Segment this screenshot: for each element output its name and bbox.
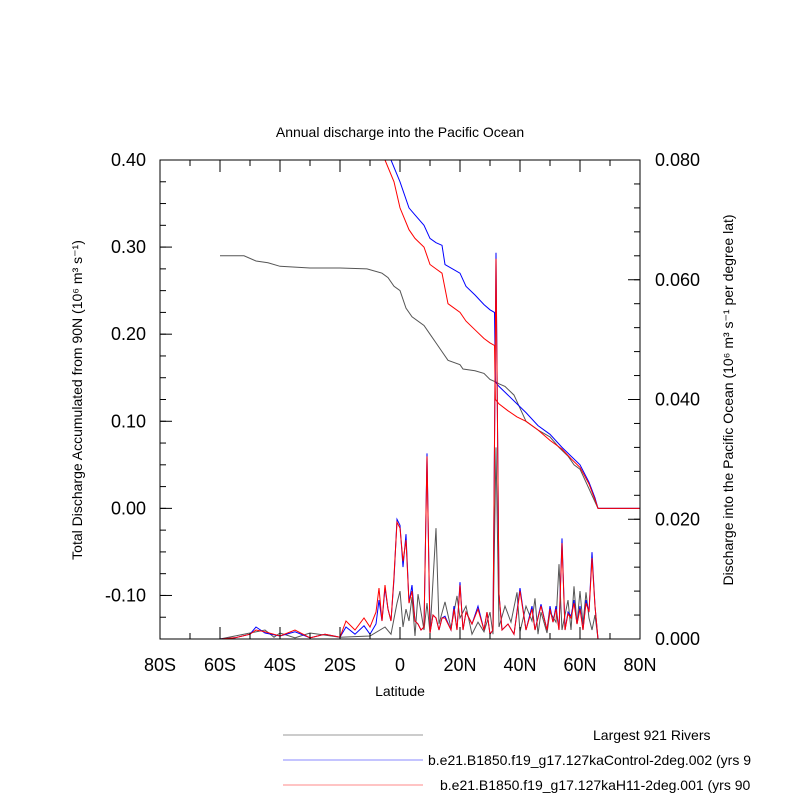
legend-label: b.e21.B1850.f19_g17.127kaControl-2deg.00… (428, 752, 751, 768)
x-tick-label: 60S (204, 655, 236, 675)
y-axis-right-label: Discharge into the Pacific Ocean (10⁶ m³… (720, 214, 736, 585)
y-right-tick-label: 0.080 (655, 150, 700, 170)
y-left-tick-label: -0.10 (105, 585, 146, 605)
x-tick-label: 20S (324, 655, 356, 675)
series-1-per-degree-line (160, 252, 640, 639)
legend-label: Largest 921 Rivers (593, 727, 711, 743)
y-left-tick-label: 0.40 (111, 150, 146, 170)
x-tick-label: 80S (144, 655, 176, 675)
y-right-tick-label: 0.060 (655, 270, 700, 290)
x-tick-label: 0 (395, 655, 405, 675)
x-tick-label: 20N (443, 655, 476, 675)
x-axis-label: Latitude (375, 683, 425, 699)
legend-label: b.e21.B1850.f19_g17.127kaH11-2deg.001 (y… (440, 777, 751, 793)
series-layer (160, 160, 640, 639)
series-2-accumulated-line (384, 160, 640, 509)
x-tick-label: 80N (623, 655, 656, 675)
chart-title: Annual discharge into the Pacific Ocean (276, 124, 524, 140)
series-1-accumulated-line (390, 160, 640, 509)
y-right-tick-label: 0.040 (655, 390, 700, 410)
series-0-accumulated-line (220, 255, 640, 509)
plot-frame (159, 159, 641, 640)
x-tick-label: 40N (503, 655, 536, 675)
y-left-tick-label: 0.00 (111, 498, 146, 518)
series-2-per-degree-line (160, 258, 640, 639)
y-left-tick-label: 0.10 (111, 411, 146, 431)
y-left-tick-label: 0.30 (111, 237, 146, 257)
x-tick-label: 60N (563, 655, 596, 675)
y-axis-left-label: Total Discharge Accumulated from 90N (10… (69, 240, 85, 560)
y-left-tick-label: 0.20 (111, 324, 146, 344)
legend: Largest 921 Rivers b.e21.B1850.f19_g17.12… (283, 727, 751, 793)
x-tick-label: 40S (264, 655, 296, 675)
series-0-per-degree-line (160, 447, 640, 639)
y-right-tick-label: 0.000 (655, 629, 700, 649)
y-right-tick-label: 0.020 (655, 509, 700, 529)
ticks-layer: 80S 60S 40S 20S 0 20N 40N 60N 80N -0.10 0.00 0.10 0.… (105, 150, 700, 675)
